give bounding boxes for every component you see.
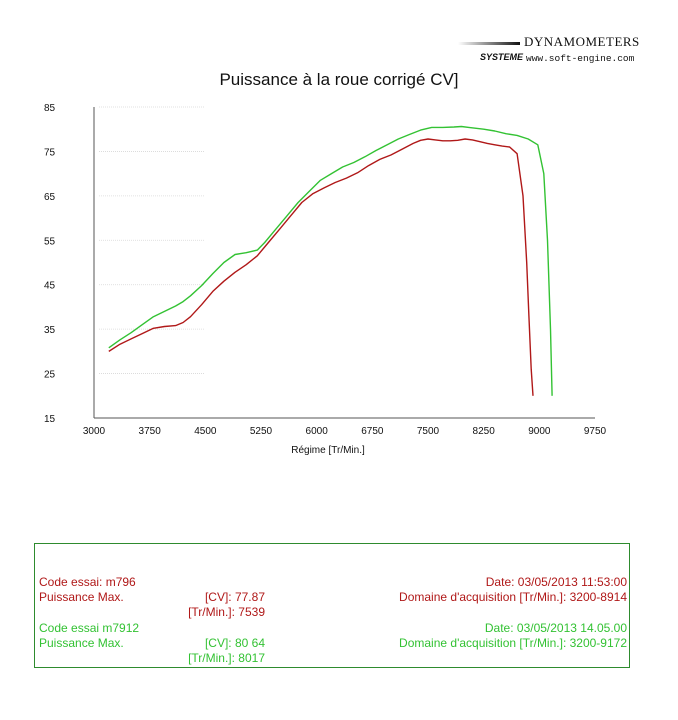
x-tick-label: 5250 bbox=[250, 426, 273, 437]
y-tick-label: 75 bbox=[44, 147, 56, 158]
y-tick-label: 25 bbox=[44, 370, 56, 381]
y-tick-label: 15 bbox=[44, 414, 56, 425]
y-tick-label: 65 bbox=[44, 192, 56, 203]
brand-header: DYNAMOMETERS SYSTEME www.soft-engine.com bbox=[452, 34, 652, 68]
test1-domain: Domaine d'acquisition [Tr/Min.]: 3200-89… bbox=[399, 590, 627, 604]
x-tick-label: 9750 bbox=[584, 426, 607, 437]
test2-rpm: [Tr/Min.]: 8017 bbox=[188, 651, 265, 665]
x-tick-label: 9000 bbox=[528, 426, 551, 437]
x-tick-label: 4500 bbox=[194, 426, 217, 437]
x-tick-labels: 3000 3750 4500 5250 6000 6750 7500 8250 9000 9750 bbox=[83, 426, 607, 437]
y-tick-label: 55 bbox=[44, 236, 56, 247]
test1-cv: [CV]: 77.87 bbox=[204, 590, 265, 604]
x-tick-label: 6000 bbox=[306, 426, 329, 437]
brand-url: www.soft-engine.com bbox=[526, 53, 635, 64]
series-lines bbox=[108, 125, 553, 396]
axes bbox=[93, 107, 595, 419]
test2-code: Code essai m7912 bbox=[39, 621, 140, 635]
test2-domain: Domaine d'acquisition [Tr/Min.]: 3200-91… bbox=[399, 636, 627, 650]
test1-power-label: Puissance Max. bbox=[39, 590, 124, 604]
y-tick-labels: 15 25 35 45 55 65 75 85 bbox=[44, 103, 56, 425]
test2-power-label: Puissance Max. bbox=[39, 636, 124, 650]
brand-logo: SYSTEME bbox=[480, 52, 524, 62]
test1-rpm: [Tr/Min.]: 7539 bbox=[188, 605, 265, 619]
x-tick-label: 8250 bbox=[473, 426, 496, 437]
grid-lines bbox=[99, 106, 204, 374]
series-line-m796 bbox=[108, 138, 534, 396]
series-line-m7912 bbox=[108, 125, 553, 396]
test2-cv: [CV]: 80 64 bbox=[204, 636, 265, 650]
x-tick-label: 6750 bbox=[361, 426, 384, 437]
y-tick-label: 85 bbox=[44, 103, 56, 114]
test2-date: Date: 03/05/2013 14.05.00 bbox=[484, 621, 627, 635]
x-tick-label: 7500 bbox=[417, 426, 440, 437]
y-tick-label: 35 bbox=[44, 325, 56, 336]
brand-title: DYNAMOMETERS bbox=[524, 34, 640, 49]
test1-date: Date: 03/05/2013 11:53:00 bbox=[485, 575, 627, 589]
x-tick-label: 3750 bbox=[139, 426, 162, 437]
test1-code: Code essai: m796 bbox=[39, 575, 136, 589]
brand-bar-graphic bbox=[458, 42, 520, 45]
chart-title: Puissance à la roue corrigé CV] bbox=[219, 70, 459, 89]
x-tick-label: 3000 bbox=[83, 426, 106, 437]
x-axis-label: Régime [Tr/Min.] bbox=[291, 445, 365, 456]
y-tick-label: 45 bbox=[44, 281, 56, 292]
test-info-box: Code essai: m796 Puissance Max. [CV]: 77… bbox=[34, 543, 630, 668]
